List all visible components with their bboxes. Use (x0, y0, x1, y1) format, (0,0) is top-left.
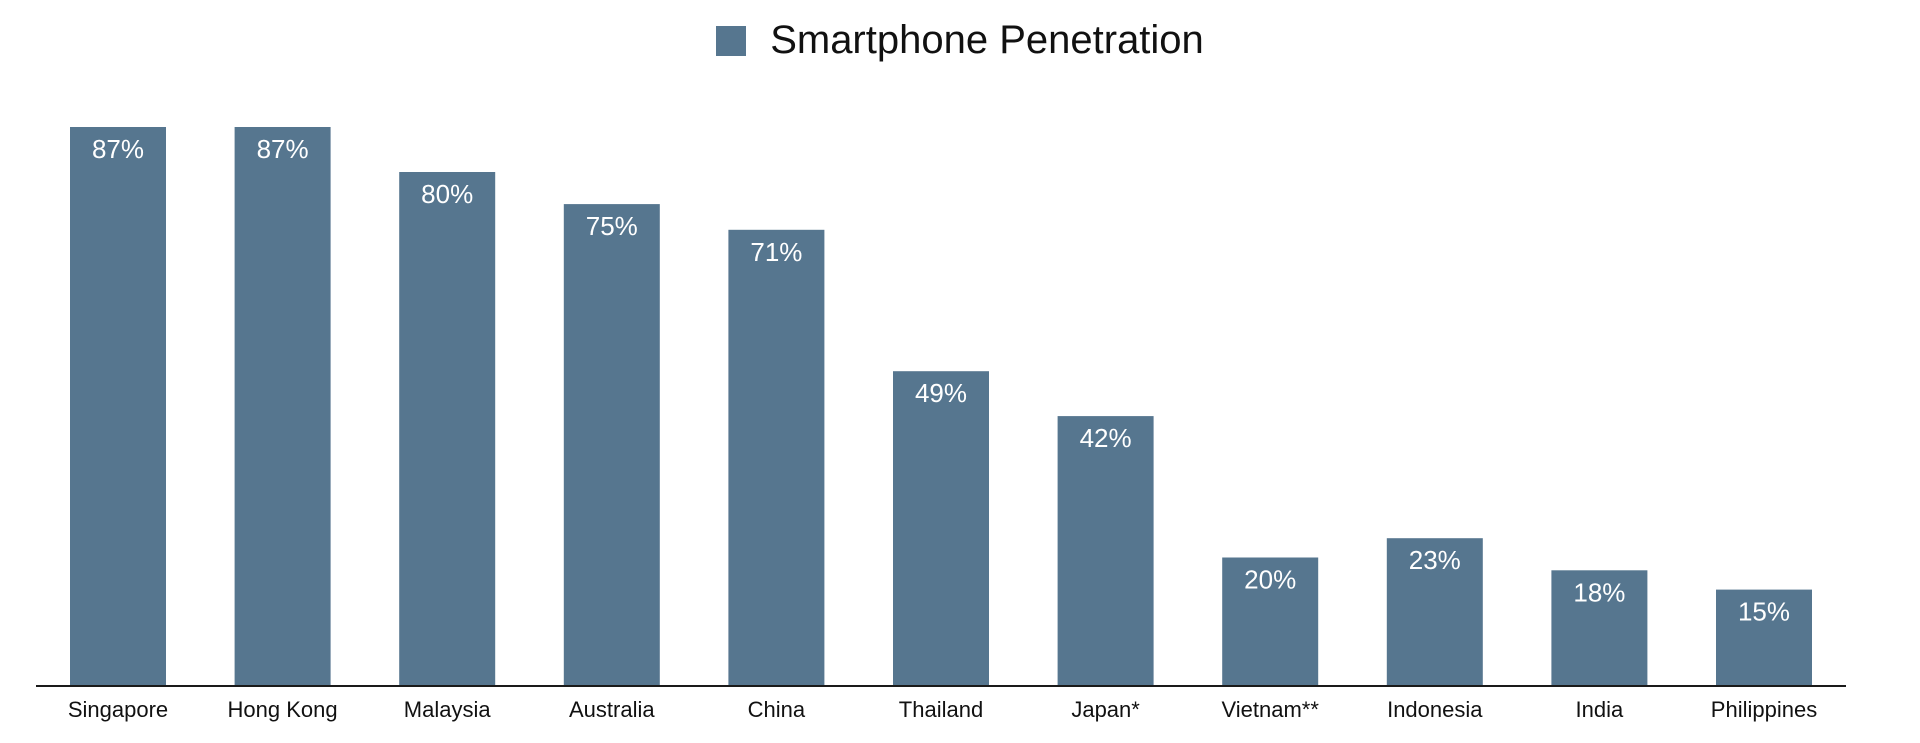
chart-legend: Smartphone Penetration (0, 18, 1920, 63)
category-label: Hong Kong (228, 697, 338, 722)
bar-value-label: 87% (257, 134, 309, 164)
bar-vietnam (1222, 557, 1319, 686)
category-label: Philippines (1711, 697, 1817, 722)
category-label: Japan* (1071, 697, 1140, 722)
bar-india (1551, 570, 1648, 686)
category-label: India (1576, 697, 1624, 722)
bar-value-label: 49% (915, 378, 967, 408)
bar-value-label: 75% (586, 211, 638, 241)
bar-value-label: 20% (1244, 565, 1296, 595)
category-label: Vietnam** (1221, 697, 1319, 722)
category-label: China (748, 697, 806, 722)
category-label: Australia (569, 697, 655, 722)
bar-value-label: 23% (1409, 545, 1461, 575)
bar-malaysia (399, 172, 496, 686)
bar-value-label: 71% (750, 237, 802, 267)
bar-thailand (893, 371, 989, 686)
bar-indonesia (1386, 538, 1483, 686)
bar-singapore (70, 127, 166, 686)
category-label: Malaysia (404, 697, 492, 722)
bar-philippines (1716, 589, 1812, 686)
bar-hong-kong (234, 127, 331, 686)
bar-australia (563, 204, 660, 686)
bar-value-label: 18% (1573, 577, 1625, 607)
bar-japan (1057, 416, 1154, 686)
legend-swatch (716, 25, 747, 56)
bar-value-label: 42% (1080, 423, 1132, 453)
legend-label: Smartphone Penetration (770, 18, 1204, 62)
bar-value-label: 87% (92, 134, 144, 164)
bar-value-label: 80% (421, 179, 473, 209)
category-label: Indonesia (1387, 697, 1483, 722)
category-label: Singapore (68, 697, 168, 722)
bar-value-label: 15% (1738, 597, 1790, 627)
category-label: Thailand (899, 697, 983, 722)
bar-china (728, 229, 825, 687)
